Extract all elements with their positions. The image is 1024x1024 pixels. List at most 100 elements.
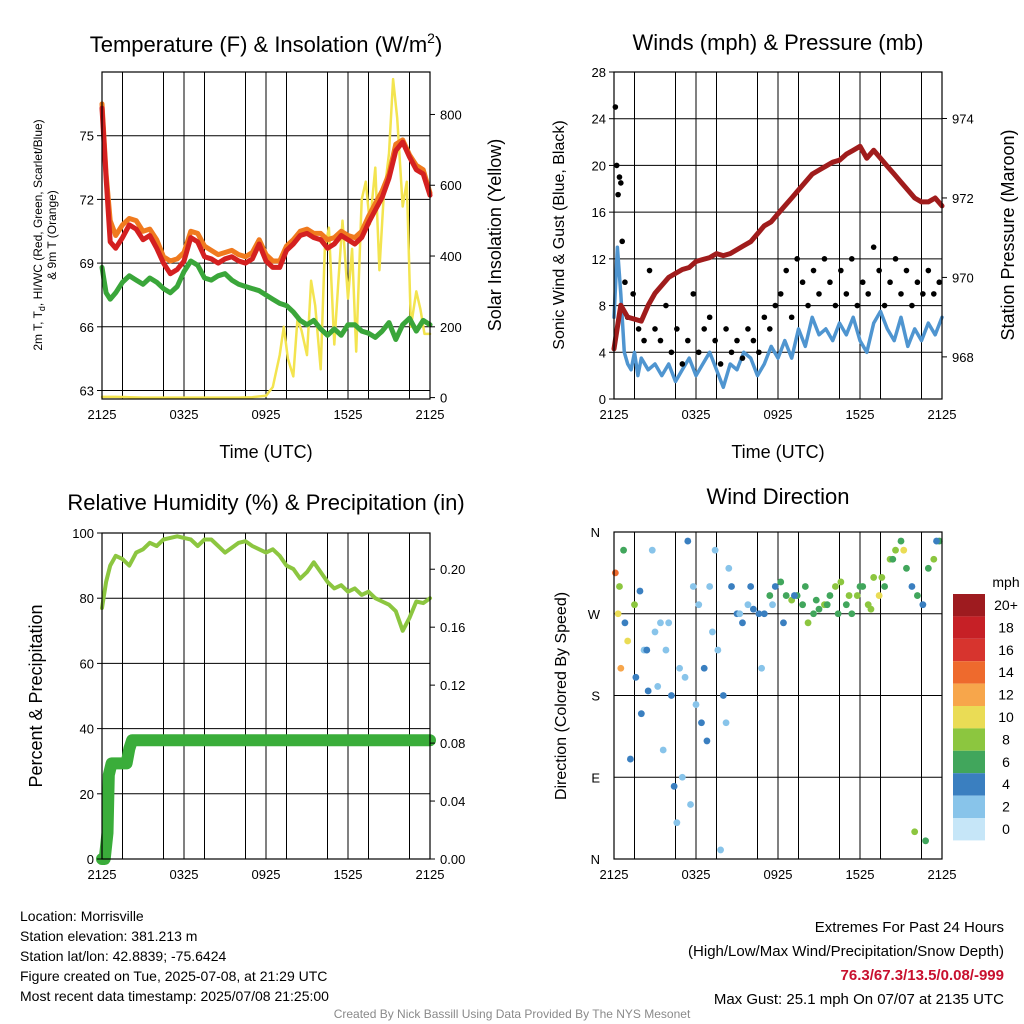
- y-tick-label: 63: [80, 384, 94, 399]
- wind-direction-points: [611, 537, 943, 854]
- wind-x-label: Time (UTC): [731, 442, 824, 462]
- gust-point: [616, 174, 623, 180]
- precip-line: [96, 734, 436, 865]
- credit-line: Created By Nick Bassill Using Data Provi…: [333, 1007, 691, 1021]
- direction-point: [657, 619, 664, 627]
- wind-x-ticks: 2125 0325 0925 1525 2125: [600, 407, 957, 422]
- x-tick-label: 1525: [334, 407, 363, 422]
- direction-point: [725, 564, 733, 572]
- direction-point: [689, 583, 697, 590]
- direction-tick-label: N: [591, 852, 600, 867]
- x-tick-label: 1525: [334, 867, 363, 882]
- y-tick-label: 66: [80, 320, 94, 335]
- direction-point: [636, 587, 644, 595]
- gust-point: [772, 302, 779, 309]
- x-tick-label: 0325: [170, 407, 199, 422]
- wind-series: [611, 104, 945, 390]
- direction-point: [911, 828, 919, 836]
- direction-point: [676, 664, 683, 672]
- extremes-box: Extremes For Past 24 Hours (High/Low/Max…: [688, 916, 1004, 1012]
- gust-point: [706, 314, 713, 321]
- station-latlon: Station lat/lon: 42.8839; -75.6424: [20, 948, 227, 964]
- direction-point: [728, 583, 735, 590]
- station-info: Location: Morrisville Station elevation:…: [20, 906, 329, 1006]
- wind-pressure-panel: Winds (mph) & Pressure (mb) 0 4 8 12 16 20 24 2…: [551, 30, 1018, 462]
- y-right-tick-label: 200: [440, 320, 462, 335]
- gust-point: [734, 337, 740, 344]
- insolation-y-ticks: 0 200 400 600 800: [430, 107, 462, 406]
- x-tick-label: 2125: [928, 867, 957, 882]
- legend-label: 12: [998, 687, 1014, 703]
- direction-point: [900, 546, 908, 554]
- wind-direction-x-ticks: 2125 0325 0925 1525 2125: [600, 867, 957, 882]
- gust-point: [739, 355, 746, 361]
- direction-point: [777, 578, 785, 586]
- gust-point: [668, 349, 675, 356]
- direction-point: [747, 583, 755, 590]
- gust-point: [859, 279, 866, 286]
- legend-label: 6: [1002, 754, 1010, 770]
- direction-point: [867, 605, 875, 613]
- extremes-subtitle: (High/Low/Max Wind/Precipitation/Snow De…: [688, 943, 1004, 960]
- y-tick-label: 8: [599, 299, 606, 314]
- y-tick-label: 28: [592, 65, 606, 80]
- direction-point: [709, 628, 716, 636]
- direction-point: [870, 574, 878, 581]
- direction-tick-label: E: [591, 770, 600, 785]
- gust-point: [657, 337, 664, 344]
- gust-point: [690, 291, 697, 297]
- recent-timestamp: Most recent data timestamp: 2025/07/08 2…: [20, 988, 329, 1004]
- legend-swatch: [953, 638, 985, 662]
- gust-point: [777, 291, 784, 297]
- direction-point: [651, 628, 659, 636]
- gust-point: [805, 302, 811, 309]
- y-right-tick-label: 974: [952, 111, 974, 126]
- legend-label: 0: [1002, 821, 1010, 837]
- humidity-precip-panel: Relative Humidity (%) & Precipitation (i…: [26, 490, 465, 882]
- wind-direction-title: Wind Direction: [706, 484, 849, 509]
- x-tick-label: 0925: [764, 407, 793, 422]
- direction-point: [684, 537, 692, 545]
- direction-point: [678, 773, 686, 781]
- gust-point: [854, 302, 861, 309]
- y-right-tick-label: 968: [952, 350, 974, 365]
- gust-point: [679, 361, 686, 367]
- gust-point: [701, 326, 707, 332]
- wind-direction-plot-frame: [613, 531, 943, 860]
- direction-point: [922, 837, 929, 845]
- direction-point: [687, 801, 694, 808]
- direction-point: [810, 610, 817, 618]
- direction-point: [739, 619, 746, 627]
- humidity-y-label: Percent & Precipitation: [26, 604, 46, 787]
- legend-label: 16: [998, 642, 1014, 658]
- direction-point: [616, 583, 623, 590]
- direction-point: [706, 583, 714, 590]
- gust-point: [821, 256, 828, 262]
- legend-swatch: [953, 683, 985, 706]
- x-tick-label: 1525: [846, 407, 875, 422]
- direction-point: [853, 592, 861, 599]
- direction-point: [771, 583, 779, 590]
- y-right-tick-label: 972: [952, 191, 974, 206]
- gust-point: [619, 238, 625, 245]
- gust-point: [892, 256, 899, 262]
- gust-point: [810, 267, 817, 274]
- gust-point: [723, 326, 729, 332]
- wind-y-label: Sonic Wind & Gust (Blue, Black): [551, 120, 568, 349]
- x-tick-label: 0325: [682, 867, 711, 882]
- direction-point: [736, 610, 744, 618]
- gust-point: [931, 291, 937, 297]
- direction-point: [644, 687, 652, 695]
- gust-point: [876, 267, 882, 274]
- gust-point: [761, 314, 768, 321]
- x-tick-label: 0325: [170, 867, 199, 882]
- insolation-line: [100, 77, 432, 399]
- gust-point: [685, 337, 691, 344]
- y-tick-label: 100: [72, 526, 94, 541]
- gust-point: [920, 291, 926, 297]
- direction-point: [632, 673, 640, 681]
- y-tick-label: 20: [592, 158, 606, 173]
- direction-point: [627, 755, 634, 763]
- gust-point: [898, 291, 904, 297]
